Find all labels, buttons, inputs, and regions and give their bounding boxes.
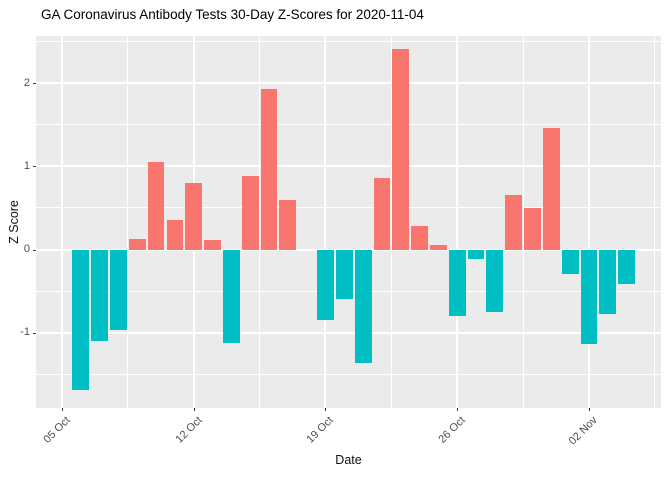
y-tick-label: -1 xyxy=(20,326,30,339)
gridline-major-v xyxy=(456,36,459,408)
x-tick-mark xyxy=(62,408,63,411)
bar-2020-10-09 xyxy=(128,238,146,250)
y-tick-label: 2 xyxy=(23,76,30,89)
gridline-minor-v xyxy=(654,36,656,408)
y-tick-mark xyxy=(33,166,36,168)
gridline-minor-v xyxy=(127,36,129,408)
bar-2020-10-23 xyxy=(392,49,410,250)
bar-2020-10-06 xyxy=(72,249,90,391)
gridline-minor-h xyxy=(36,41,661,43)
bar-2020-10-17 xyxy=(279,199,297,250)
gridline-minor-h xyxy=(36,373,661,375)
plot-panel xyxy=(36,36,661,408)
x-tick-mark xyxy=(457,408,459,411)
gridline-minor-h xyxy=(36,124,661,126)
chart-title: GA Coronavirus Antibody Tests 30-Day Z-S… xyxy=(41,7,424,22)
bar-2020-10-29 xyxy=(505,194,523,250)
y-axis-title: Z Score xyxy=(7,200,21,244)
x-tick-mark xyxy=(325,408,327,411)
gridline-minor-v xyxy=(522,36,524,408)
x-tick-mark xyxy=(193,408,195,411)
bar-2020-10-16 xyxy=(260,89,278,250)
bar-2020-10-13 xyxy=(204,240,221,250)
bar-2020-11-02 xyxy=(580,249,598,345)
bar-2020-10-14 xyxy=(222,249,240,344)
y-tick-mark xyxy=(33,249,36,251)
bar-2020-10-15 xyxy=(241,176,259,250)
gridline-minor-h xyxy=(36,207,661,209)
bar-2020-10-11 xyxy=(166,219,184,250)
y-tick-label: 0 xyxy=(23,243,30,256)
y-tick-label: 1 xyxy=(23,159,30,172)
gridline-minor-v xyxy=(390,36,392,408)
bar-2020-10-30 xyxy=(524,207,541,250)
gridline-major-v xyxy=(61,36,63,408)
bar-2020-10-26 xyxy=(448,249,466,317)
gridline-minor-v xyxy=(259,36,261,408)
bar-2020-10-31 xyxy=(542,128,560,250)
bar-2020-10-07 xyxy=(91,249,109,341)
bar-2020-10-28 xyxy=(486,249,504,312)
gridline-major-v xyxy=(587,36,590,408)
y-tick-mark xyxy=(33,332,36,334)
bar-2020-10-22 xyxy=(373,178,391,250)
bar-2020-10-20 xyxy=(335,249,353,300)
bar-2020-10-24 xyxy=(411,226,428,250)
bar-2020-11-04 xyxy=(618,249,635,285)
x-tick-mark xyxy=(588,408,590,411)
bar-2020-10-21 xyxy=(354,249,372,363)
gridline-major-h xyxy=(36,82,661,85)
gridline-major-h xyxy=(36,165,661,168)
bar-2020-10-27 xyxy=(467,249,485,259)
bar-2020-10-08 xyxy=(110,249,127,331)
bar-2020-10-19 xyxy=(317,249,334,321)
gridline-major-h xyxy=(36,331,661,334)
bar-2020-11-03 xyxy=(599,249,617,315)
bar-2020-10-10 xyxy=(147,162,165,250)
bar-2020-10-12 xyxy=(185,183,203,250)
bar-2020-10-25 xyxy=(430,245,447,250)
gridline-major-v xyxy=(324,36,327,408)
y-tick-mark xyxy=(33,83,36,85)
x-axis-title: Date xyxy=(335,453,362,467)
bar-2020-11-01 xyxy=(561,249,579,274)
